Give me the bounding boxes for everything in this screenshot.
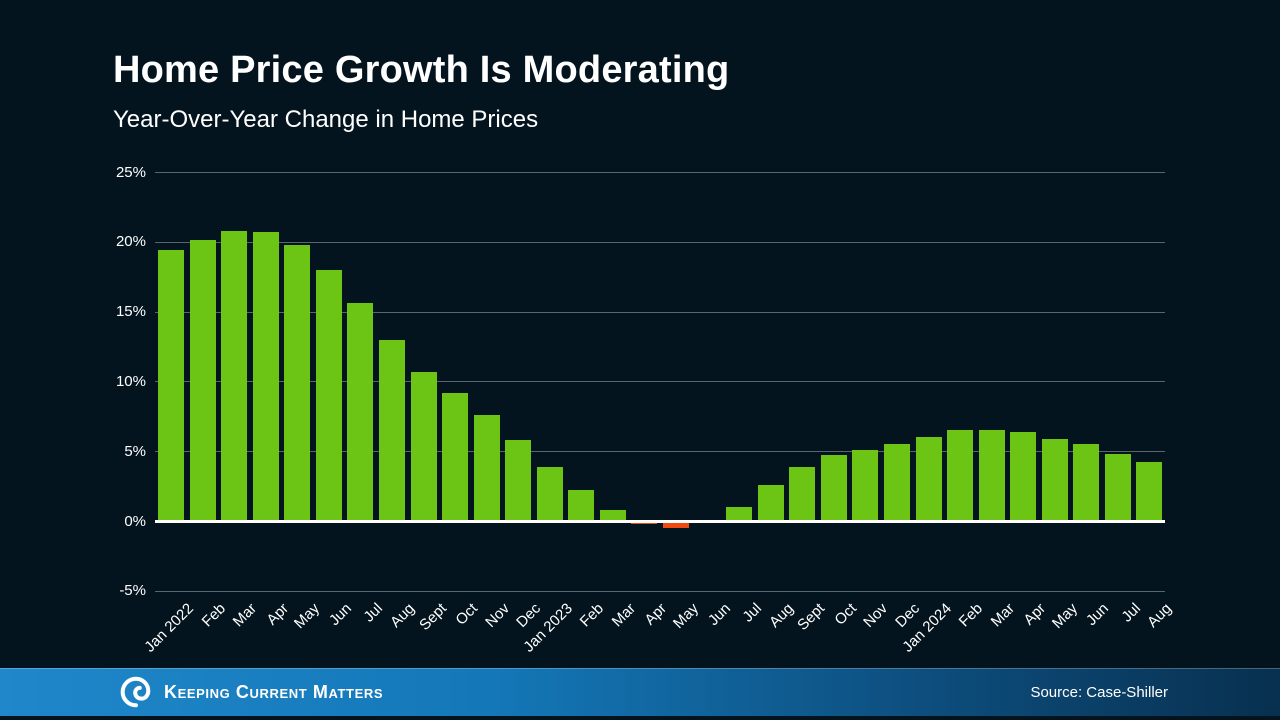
- bar: [1041, 438, 1068, 521]
- bar: [915, 437, 942, 521]
- bar: [1136, 462, 1163, 521]
- x-tick-label: Mar: [229, 600, 261, 631]
- bar: [978, 430, 1005, 521]
- bar: [442, 392, 469, 521]
- x-tick-label: Jan 2022: [141, 600, 198, 656]
- bar: [663, 522, 689, 529]
- y-tick-label: -5%: [119, 582, 146, 600]
- x-tick-label: Apr: [1020, 600, 1050, 629]
- brand-name: Keeping Current Matters: [164, 681, 384, 702]
- bar: [757, 484, 784, 521]
- x-tick-label: Mar: [608, 600, 639, 631]
- x-tick-label: Jul: [739, 600, 766, 626]
- x-tick-label: Nov: [481, 600, 513, 631]
- gridline: [155, 381, 1165, 382]
- x-tick-label: Oct: [452, 600, 482, 629]
- x-tick-label: Apr: [263, 600, 292, 629]
- chart-title: Home Price Growth Is Moderating: [113, 49, 730, 91]
- gridline: [155, 242, 1165, 243]
- x-tick-label: Aug: [765, 600, 797, 631]
- bar: [789, 466, 816, 521]
- x-tick-label: Jul: [1118, 600, 1144, 626]
- x-tick-label: Sept: [794, 600, 829, 634]
- bar-chart: 25% 20% 15% 10% 5% 0% -5% Jan 2022 Feb Mar Apr May J…: [115, 163, 1176, 656]
- bar: [410, 371, 437, 521]
- x-tick-label: Jun: [704, 600, 734, 630]
- bar: [1010, 431, 1037, 521]
- x-tick-label: Aug: [1144, 600, 1176, 631]
- bar: [1104, 454, 1131, 521]
- x-tick-label: May: [1048, 600, 1081, 633]
- y-tick-label: 10%: [115, 372, 146, 390]
- bar: [852, 449, 879, 521]
- bar: [284, 244, 311, 521]
- y-tick-label: 0%: [124, 512, 146, 530]
- zero-baseline: [155, 519, 1165, 523]
- bar: [631, 522, 658, 524]
- gridline: [155, 451, 1165, 452]
- gridline: [155, 591, 1165, 592]
- x-tick-label: Jun: [325, 600, 355, 630]
- x-tick-label: Jul: [360, 600, 387, 626]
- y-tick-label: 5%: [124, 442, 146, 460]
- bar: [221, 230, 248, 521]
- gridline: [155, 172, 1165, 173]
- gridline: [155, 312, 1165, 313]
- x-tick-label: Jun: [1083, 600, 1113, 630]
- chart-subtitle: Year-Over-Year Change in Home Prices: [113, 106, 539, 133]
- x-tick-label: May: [291, 600, 324, 633]
- bar: [347, 303, 374, 521]
- bar: [883, 444, 910, 521]
- bar: [599, 509, 626, 521]
- bar: [536, 466, 563, 521]
- bar: [820, 455, 847, 521]
- bar: [158, 250, 184, 521]
- x-tick-label: Feb: [577, 600, 608, 631]
- x-tick-label: May: [669, 600, 703, 633]
- bar: [505, 440, 532, 521]
- kcm-logo-icon: [120, 676, 151, 708]
- x-tick-label: Oct: [831, 600, 860, 629]
- x-tick-label: Nov: [860, 600, 892, 631]
- x-tick-label: Feb: [955, 600, 987, 631]
- x-tick-label: Feb: [198, 600, 229, 631]
- bar: [947, 430, 974, 521]
- source-credit: Source: Case-Shiller: [1030, 683, 1168, 701]
- y-tick-label: 20%: [115, 233, 146, 251]
- bar: [1073, 444, 1100, 521]
- footer-bar: Keeping Current Matters Source: Case-Shi…: [0, 668, 1280, 716]
- x-tick-label: Mar: [987, 600, 1018, 631]
- bar: [378, 339, 405, 521]
- x-tick-label: Apr: [641, 600, 671, 629]
- x-tick-label: Aug: [387, 600, 418, 631]
- bar: [252, 232, 279, 521]
- bar: [473, 414, 500, 521]
- bar: [568, 490, 595, 521]
- bar: [189, 240, 216, 521]
- x-tick-label: Sept: [415, 600, 450, 634]
- bar: [315, 269, 342, 521]
- y-tick-label: 15%: [115, 303, 146, 321]
- bar: [726, 507, 753, 521]
- y-tick-label: 25%: [115, 163, 146, 181]
